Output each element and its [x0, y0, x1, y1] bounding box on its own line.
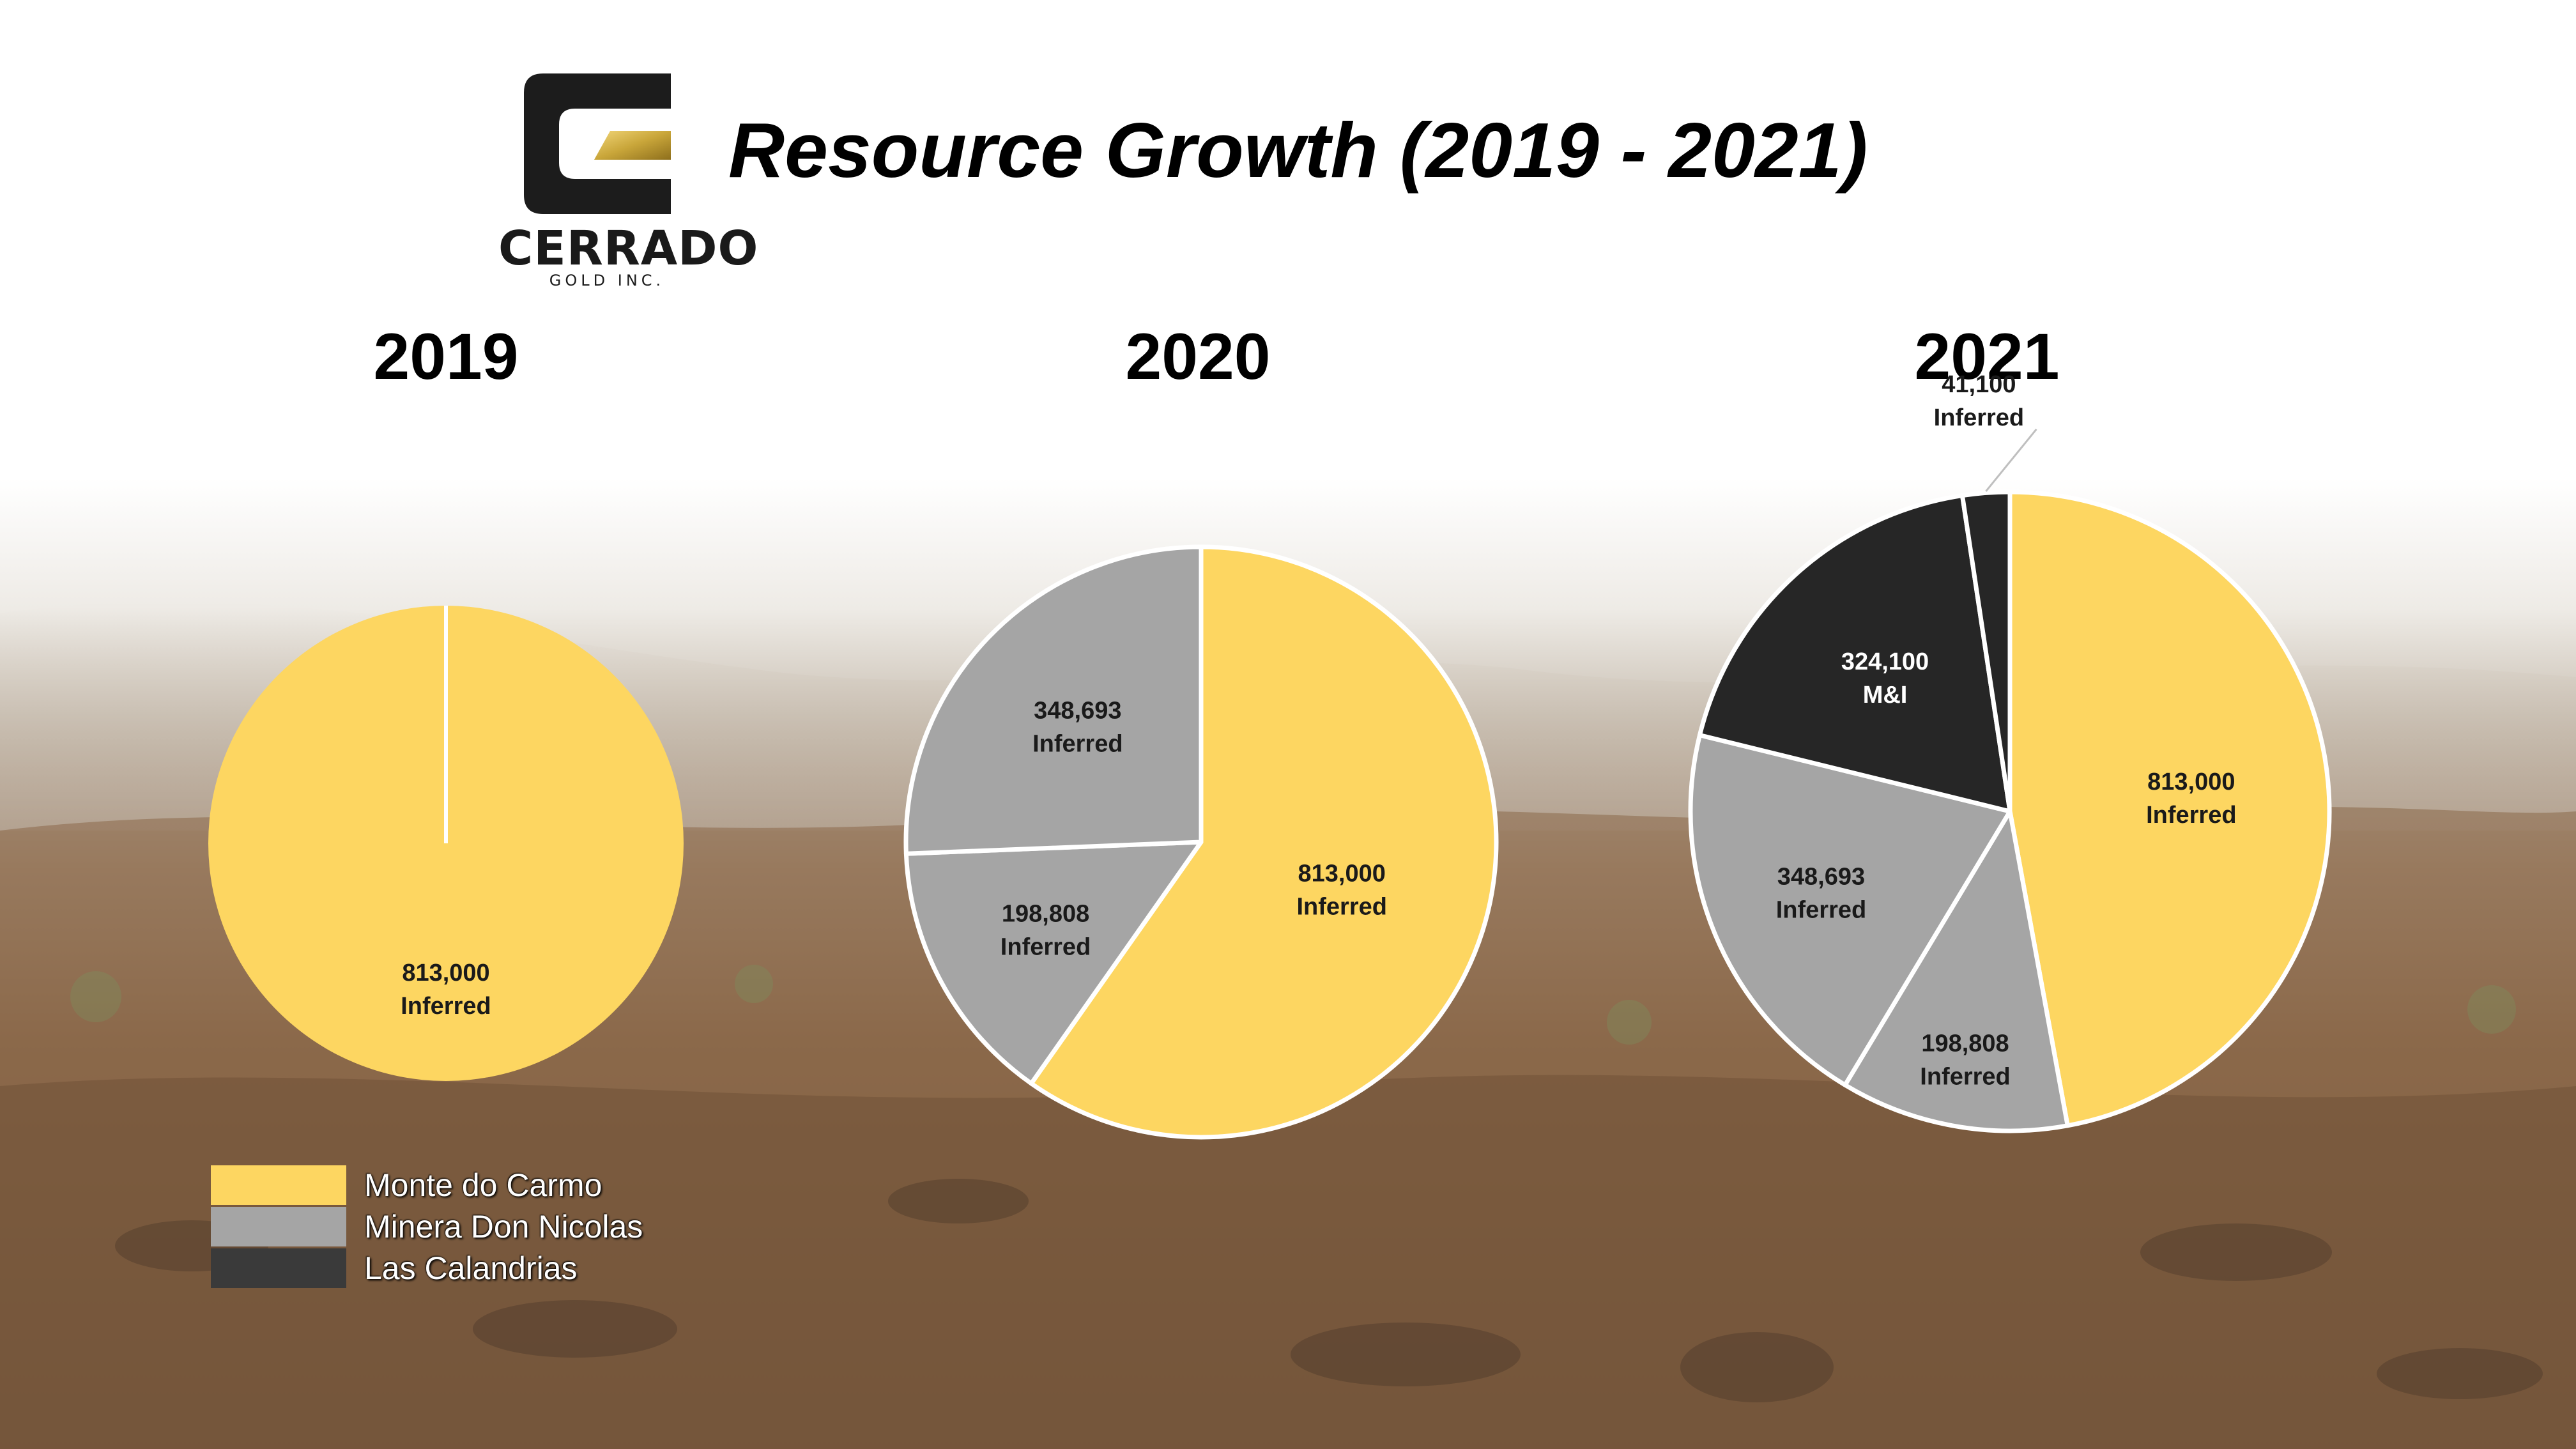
- legend-item-las-calandrias: Las Calandrias: [211, 1247, 643, 1289]
- legend-item-monte-do-carmo: Monte do Carmo: [211, 1164, 643, 1206]
- pie-2021-slice-monte-do-carmo-813000: [2007, 489, 2332, 1128]
- legend-swatch-monte-do-carmo: [211, 1165, 346, 1205]
- pie-2020-slice-minera-don-nicolas-198808: [903, 839, 1204, 1086]
- pie-2021-slice-las-calandrias-324100: [1697, 493, 2012, 814]
- pie-2021-label-198808: 198,808 Inferred: [1920, 1031, 2010, 1091]
- cerrado-logo: [524, 73, 671, 214]
- pie-2021-label-41100: 41,100 Inferred: [1934, 371, 2024, 431]
- legend-swatch-minera-don-nicolas: [211, 1206, 346, 1246]
- pie-2021-leader-line: [1985, 428, 2037, 492]
- legend-swatch-las-calandrias: [211, 1248, 346, 1288]
- chart-title-2020: 2020: [1125, 320, 1271, 393]
- logo-subtitle: GOLD INC.: [549, 272, 665, 289]
- pie-2020-label-813000: 813,000 Inferred: [1296, 861, 1386, 921]
- logo-wordmark: CERRADO: [498, 221, 759, 276]
- pie-2020-slice-minera-don-nicolas-348693: [903, 544, 1204, 856]
- page-title: Resource Growth (2019 - 2021): [728, 107, 1868, 194]
- legend-label-las-calandrias: Las Calandrias: [364, 1250, 578, 1286]
- pie-2021-slice-minera-don-nicolas-348693: [1688, 733, 2012, 1087]
- pie-2021-label-324100: 324,100 M&I: [1841, 648, 1929, 709]
- pie-2021-label-348693: 348,693 Inferred: [1776, 864, 1866, 924]
- pie-2021-slice-minera-don-nicolas-198808: [1843, 809, 2070, 1133]
- legend: Monte do Carmo Minera Don Nicolas Las Ca…: [211, 1164, 643, 1289]
- pie-2020-slice-monte-do-carmo-813000: [1029, 544, 1499, 1140]
- pie-2021-label-813000: 813,000 Inferred: [2146, 769, 2236, 829]
- pie-2020-label-348693: 348,693 Inferred: [1032, 697, 1123, 757]
- chart-title-2019: 2019: [373, 320, 519, 393]
- legend-label-monte-do-carmo: Monte do Carmo: [364, 1167, 602, 1203]
- pie-2020-label-198808: 198,808 Inferred: [1000, 901, 1091, 961]
- pie-2021-slice-las-calandrias-41100: [1959, 489, 2012, 814]
- chart-title-2021: 2021: [1914, 320, 2060, 393]
- pie-2019-label-813000: 813,000 Inferred: [401, 960, 491, 1020]
- legend-label-minera-don-nicolas: Minera Don Nicolas: [364, 1208, 643, 1245]
- legend-item-minera-don-nicolas: Minera Don Nicolas: [211, 1206, 643, 1247]
